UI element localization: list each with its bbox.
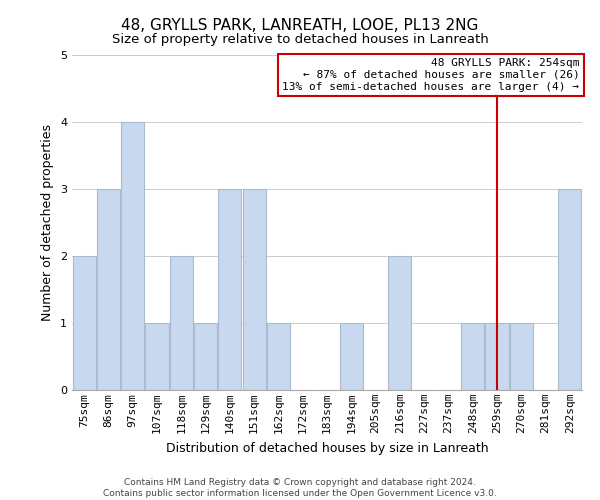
Bar <box>194 323 217 390</box>
Text: 48 GRYLLS PARK: 254sqm
← 87% of detached houses are smaller (26)
13% of semi-det: 48 GRYLLS PARK: 254sqm ← 87% of detached… <box>283 58 580 92</box>
Text: Size of property relative to detached houses in Lanreath: Size of property relative to detached ho… <box>112 32 488 46</box>
Bar <box>121 122 144 390</box>
X-axis label: Distribution of detached houses by size in Lanreath: Distribution of detached houses by size … <box>166 442 488 454</box>
Bar <box>510 323 533 390</box>
Y-axis label: Number of detached properties: Number of detached properties <box>41 124 55 321</box>
Bar <box>388 256 412 390</box>
Bar <box>559 189 581 390</box>
Bar <box>97 189 120 390</box>
Bar <box>242 189 266 390</box>
Bar <box>461 323 484 390</box>
Text: Contains HM Land Registry data © Crown copyright and database right 2024.
Contai: Contains HM Land Registry data © Crown c… <box>103 478 497 498</box>
Bar <box>73 256 95 390</box>
Bar <box>485 323 509 390</box>
Bar <box>267 323 290 390</box>
Bar <box>340 323 363 390</box>
Bar <box>145 323 169 390</box>
Text: 48, GRYLLS PARK, LANREATH, LOOE, PL13 2NG: 48, GRYLLS PARK, LANREATH, LOOE, PL13 2N… <box>121 18 479 32</box>
Bar <box>170 256 193 390</box>
Bar <box>218 189 241 390</box>
